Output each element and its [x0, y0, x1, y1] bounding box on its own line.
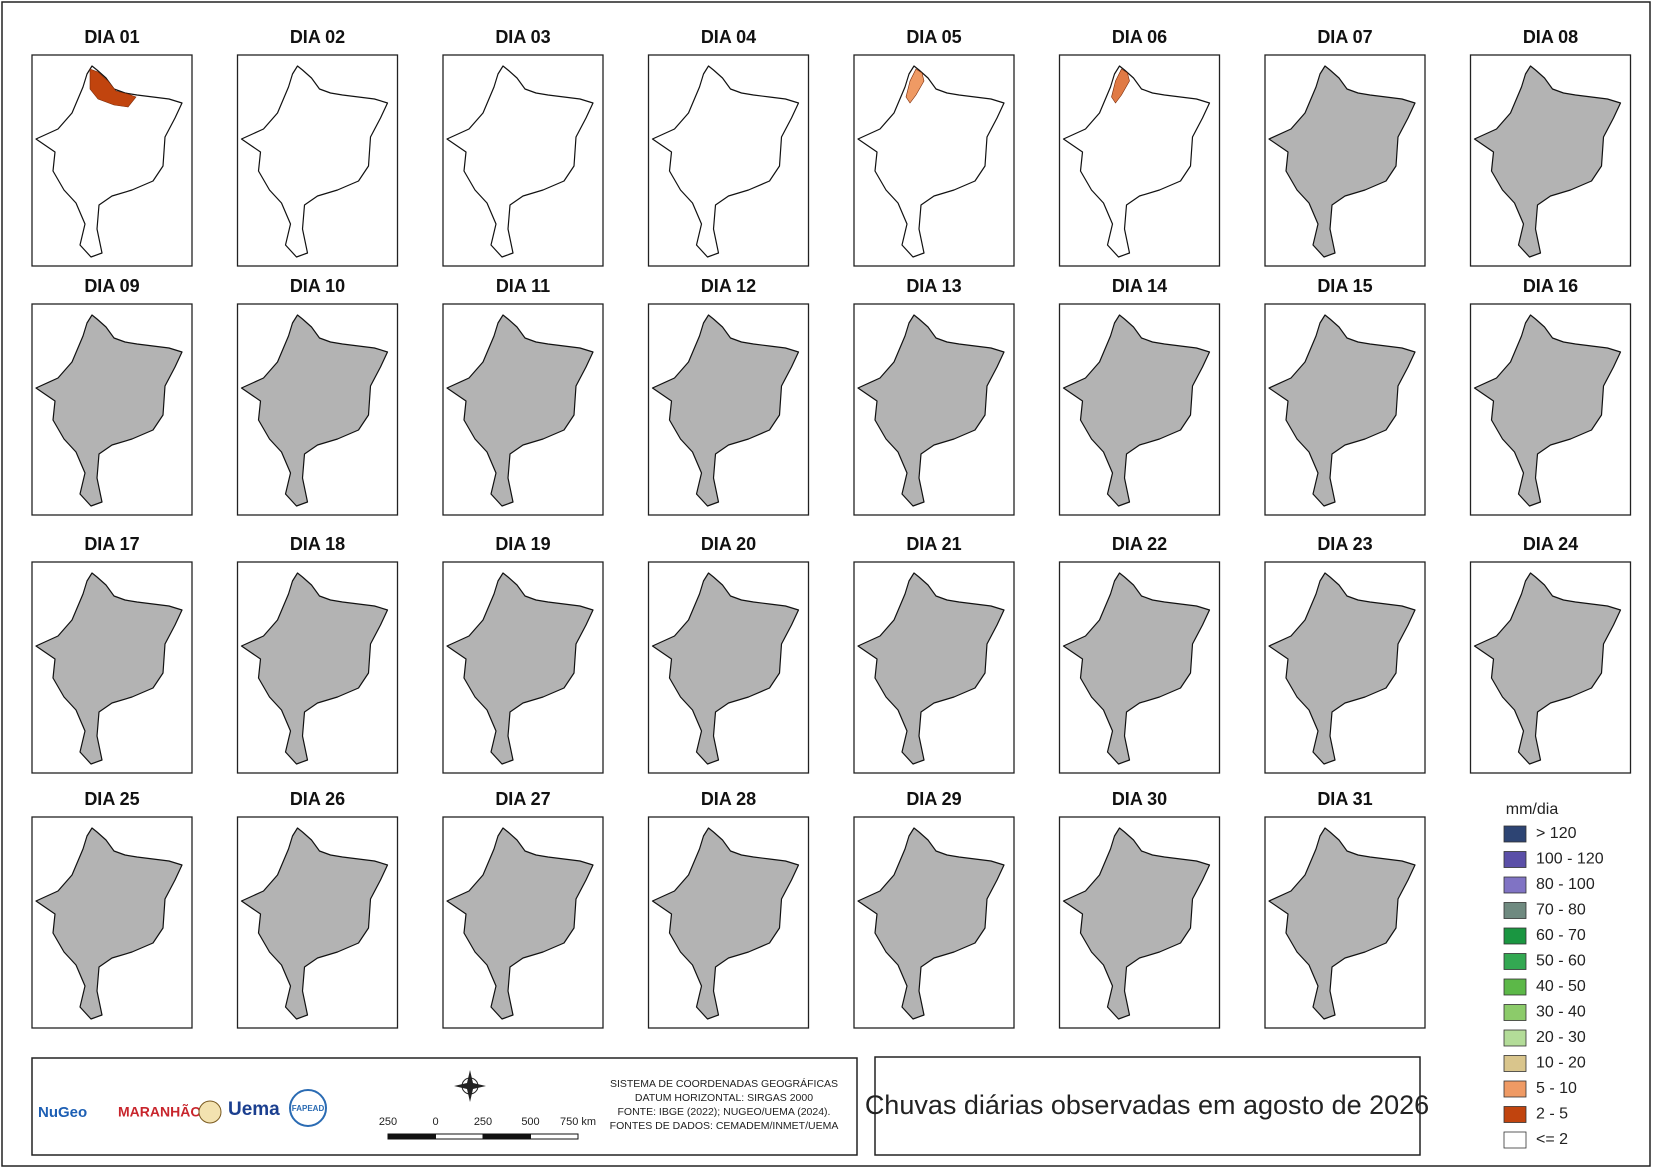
day-label: DIA 19	[495, 534, 550, 554]
legend-label: 30 - 40	[1536, 1004, 1586, 1021]
legend-label: 100 - 120	[1536, 851, 1604, 868]
scale-label: 0	[432, 1116, 438, 1128]
logo-fapead: FAPEAD	[292, 1104, 325, 1113]
legend-label: 50 - 60	[1536, 953, 1586, 970]
day-label: DIA 01	[84, 27, 139, 47]
logo-fapead-ring	[289, 1089, 327, 1127]
legend-swatch	[1503, 851, 1527, 868]
title-box	[874, 1056, 1421, 1156]
legend-swatch	[1503, 1080, 1527, 1098]
day-label: DIA 18	[290, 534, 345, 554]
legend-swatch	[1503, 876, 1527, 894]
legend-label: 20 - 30	[1536, 1029, 1586, 1046]
day-label: DIA 25	[84, 789, 139, 809]
legend-swatch	[1503, 1029, 1527, 1047]
day-label: DIA 11	[496, 276, 550, 296]
scale-label: 250	[474, 1116, 492, 1128]
day-label: DIA 17	[84, 534, 139, 554]
legend-label: 10 - 20	[1536, 1055, 1586, 1072]
legend-swatch	[1503, 953, 1527, 970]
scale-label: 250	[379, 1116, 397, 1128]
map-title: Chuvas diárias observadas em agosto de 2…	[865, 1090, 1429, 1120]
day-label: DIA 24	[1523, 534, 1578, 554]
day-label: DIA 15	[1317, 276, 1372, 296]
day-label: DIA 05	[906, 27, 961, 47]
state-map	[1062, 65, 1211, 258]
legend-swatch	[1503, 978, 1527, 996]
legend-label: 5 - 10	[1536, 1080, 1577, 1097]
rain-area	[905, 68, 925, 104]
state-map	[35, 65, 183, 258]
legend-swatch	[1503, 1004, 1527, 1021]
credit-line: FONTE: IBGE (2022); NUGEO/UEMA (2024).	[618, 1106, 831, 1118]
day-label: DIA 26	[290, 789, 345, 809]
rain-area	[89, 68, 137, 108]
day-label: DIA 13	[906, 276, 961, 296]
legend-swatch	[1503, 1106, 1527, 1123]
day-label: DIA 20	[701, 534, 756, 554]
logo-seal	[198, 1100, 222, 1124]
day-label: DIA 31	[1317, 789, 1372, 809]
legend-label: 80 - 100	[1536, 876, 1595, 893]
rain-area	[1111, 68, 1130, 104]
day-label: DIA 14	[1112, 276, 1167, 296]
legend-label: 2 - 5	[1536, 1106, 1568, 1123]
credit-line: DATUM HORIZONTAL: SIRGAS 2000	[635, 1092, 813, 1104]
day-label: DIA 30	[1112, 789, 1167, 809]
legend-swatch	[1503, 927, 1527, 945]
legend-label: > 120	[1536, 825, 1577, 842]
day-label: DIA 27	[495, 789, 550, 809]
credit-line: SISTEMA DE COORDENADAS GEOGRÁFICAS	[610, 1077, 838, 1090]
credits-box	[31, 1057, 858, 1156]
compass	[454, 1070, 486, 1102]
day-label: DIA 06	[1112, 27, 1167, 47]
scale-segment	[435, 1133, 484, 1140]
scale-segment	[530, 1133, 579, 1140]
logo-nugeo: NuGeo	[38, 1104, 87, 1121]
legend-label: 40 - 50	[1536, 978, 1586, 995]
day-label: DIA 21	[906, 534, 961, 554]
day-label: DIA 28	[701, 789, 756, 809]
legend-label: <= 2	[1536, 1131, 1568, 1148]
logo-uema: Uema	[228, 1099, 280, 1120]
day-label: DIA 12	[701, 276, 756, 296]
day-label: DIA 29	[906, 789, 961, 809]
legend-swatch	[1503, 1055, 1527, 1072]
legend-label: 60 - 70	[1536, 927, 1586, 944]
day-label: DIA 10	[290, 276, 345, 296]
logo-maranhao: MARANHÃO	[118, 1103, 201, 1120]
day-label: DIA 02	[290, 27, 345, 47]
day-label: DIA 23	[1317, 534, 1372, 554]
state-map	[857, 65, 1005, 258]
scale-label: 750 km	[560, 1116, 596, 1128]
day-label: DIA 16	[1523, 276, 1578, 296]
day-label: DIA 08	[1523, 27, 1578, 47]
legend-swatch	[1503, 825, 1527, 843]
legend-label: 70 - 80	[1536, 902, 1586, 919]
legend-title: mm/dia	[1506, 801, 1559, 818]
scale-segment	[387, 1133, 436, 1140]
day-label: DIA 03	[495, 27, 550, 47]
day-label: DIA 22	[1112, 534, 1167, 554]
scale-segment	[482, 1133, 531, 1140]
day-label: DIA 07	[1317, 27, 1372, 47]
legend-swatch	[1503, 902, 1527, 919]
day-label: DIA 09	[84, 276, 139, 296]
scale-label: 500	[521, 1116, 539, 1128]
legend-swatch	[1503, 1131, 1527, 1149]
day-label: DIA 04	[701, 27, 756, 47]
credit-line: FONTES DE DADOS: CEMADEM/INMET/UEMA	[610, 1120, 839, 1132]
